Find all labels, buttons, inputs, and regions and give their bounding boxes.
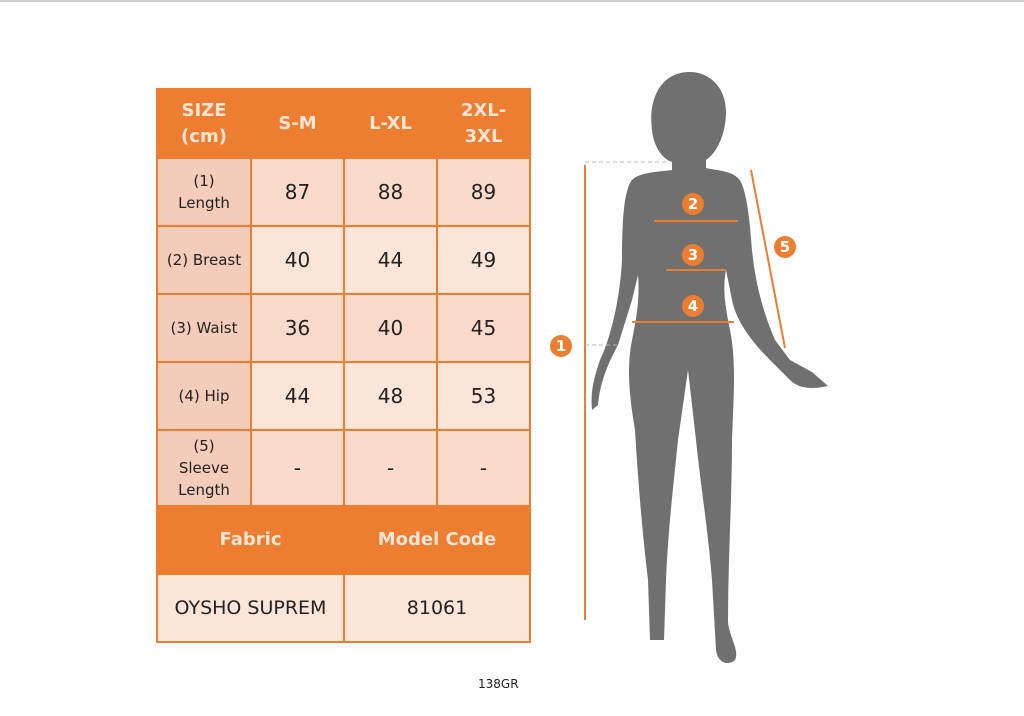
size-value-cell: 44 xyxy=(343,225,438,295)
size-value-cell: 53 xyxy=(436,361,531,431)
top-border xyxy=(0,0,1024,2)
marker-1: 1 xyxy=(556,337,566,355)
row-label: (1) Length xyxy=(156,157,252,227)
row-label: (5) Sleeve Length xyxy=(156,429,252,507)
size-value-cell: - xyxy=(250,429,345,507)
header-cell: 2XL- 3XL xyxy=(436,88,531,159)
header-cell: SIZE (cm) xyxy=(156,88,252,159)
row-label: (2) Breast xyxy=(156,225,252,295)
size-value-cell: 44 xyxy=(250,361,345,431)
sleeve-arrow xyxy=(750,169,786,349)
product-code: 138GR xyxy=(478,677,519,691)
size-value-cell: 40 xyxy=(250,225,345,295)
body-silhouette-figure: 1 2 3 4 5 xyxy=(550,72,828,663)
fabric-value: OYSHO SUPREM xyxy=(156,573,345,643)
marker-2: 2 xyxy=(688,195,698,213)
row-label: (4) Hip xyxy=(156,361,252,431)
size-value-cell: 48 xyxy=(343,361,438,431)
marker-4: 4 xyxy=(688,297,698,315)
model-code-value: 81061 xyxy=(343,573,531,643)
size-value-cell: 89 xyxy=(436,157,531,227)
model-code-header: Model Code xyxy=(343,505,531,575)
size-value-cell: - xyxy=(436,429,531,507)
silhouette-icon xyxy=(591,72,828,663)
size-value-cell: 49 xyxy=(436,225,531,295)
size-value-cell: 87 xyxy=(250,157,345,227)
size-value-cell: - xyxy=(343,429,438,507)
marker-5: 5 xyxy=(780,238,790,256)
fabric-header: Fabric xyxy=(156,505,345,575)
size-value-cell: 36 xyxy=(250,293,345,363)
marker-3: 3 xyxy=(688,246,698,264)
header-cell: L-XL xyxy=(343,88,438,159)
size-value-cell: 45 xyxy=(436,293,531,363)
header-cell: S-M xyxy=(250,88,345,159)
size-value-cell: 88 xyxy=(343,157,438,227)
size-value-cell: 40 xyxy=(343,293,438,363)
row-label: (3) Waist xyxy=(156,293,252,363)
